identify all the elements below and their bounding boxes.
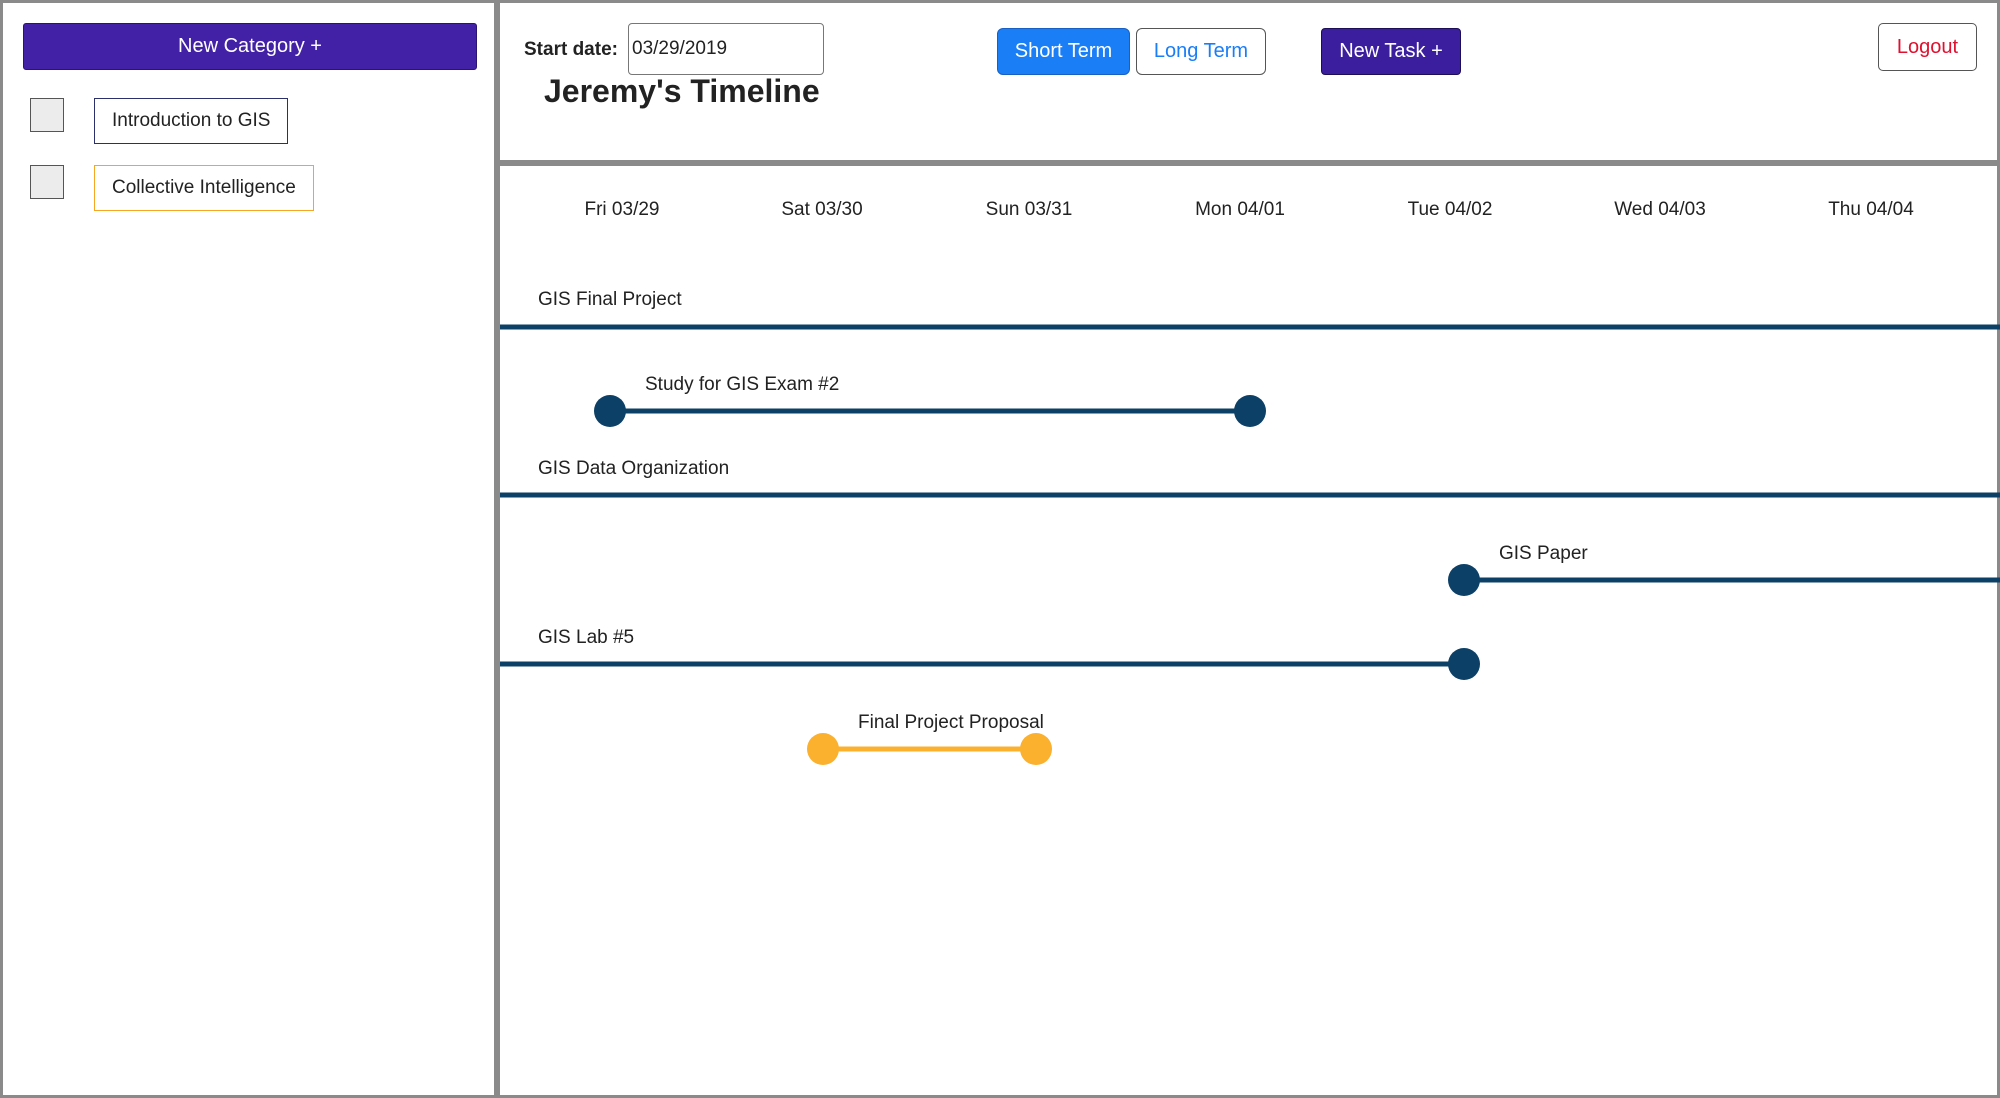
task-start-handle[interactable] <box>594 395 626 427</box>
task-start-handle[interactable] <box>1448 564 1480 596</box>
task-label: Study for GIS Exam #2 <box>645 374 839 395</box>
task-label: GIS Paper <box>1499 543 1588 564</box>
start-date-input[interactable] <box>628 23 824 75</box>
task-label: GIS Final Project <box>538 289 682 310</box>
day-header: Fri 03/29 <box>585 199 660 220</box>
category-label[interactable]: Introduction to GIS <box>94 98 289 144</box>
category-label[interactable]: Collective Intelligence <box>94 165 314 211</box>
day-header: Mon 04/01 <box>1195 199 1285 220</box>
task-study-gis-exam[interactable]: Study for GIS Exam #2 <box>594 374 1266 427</box>
day-header: Thu 04/04 <box>1828 199 1914 220</box>
task-start-handle[interactable] <box>807 733 839 765</box>
category-checkbox[interactable] <box>30 98 64 132</box>
task-gis-final-project[interactable]: GIS Final Project <box>500 289 2000 330</box>
page-title: Jeremy's Timeline <box>544 73 820 109</box>
task-gis-data-organization[interactable]: GIS Data Organization <box>500 458 2000 498</box>
day-header: Sat 03/30 <box>781 199 862 220</box>
new-task-button[interactable]: New Task + <box>1321 28 1461 75</box>
logout-button[interactable]: Logout <box>1878 23 1977 71</box>
task-gis-paper[interactable]: GIS Paper <box>1448 543 2000 596</box>
task-end-handle[interactable] <box>1234 395 1266 427</box>
timeline: Fri 03/29 Sat 03/30 Sun 03/31 Mon 04/01 … <box>500 166 2000 1098</box>
day-header: Wed 04/03 <box>1614 199 1706 220</box>
task-label: GIS Lab #5 <box>538 627 634 648</box>
timeline-canvas: Fri 03/29 Sat 03/30 Sun 03/31 Mon 04/01 … <box>500 199 2000 765</box>
task-label: GIS Data Organization <box>538 458 729 479</box>
category-checkbox[interactable] <box>30 165 64 199</box>
sidebar: New Category + Introduction to GIS Colle… <box>0 0 500 1098</box>
task-label: Final Project Proposal <box>858 712 1044 733</box>
start-date-label: Start date: <box>524 39 618 60</box>
task-end-handle[interactable] <box>1020 733 1052 765</box>
task-end-handle[interactable] <box>1448 648 1480 680</box>
header: Start date: Jeremy's Timeline Short Term… <box>500 0 2000 166</box>
new-category-button[interactable]: New Category + <box>23 23 477 70</box>
long-term-button[interactable]: Long Term <box>1136 28 1266 75</box>
day-header: Sun 03/31 <box>986 199 1073 220</box>
day-headers: Fri 03/29 Sat 03/30 Sun 03/31 Mon 04/01 … <box>585 199 1915 220</box>
short-term-button[interactable]: Short Term <box>997 28 1130 75</box>
day-header: Tue 04/02 <box>1408 199 1493 220</box>
task-gis-lab-5[interactable]: GIS Lab #5 <box>500 627 1480 680</box>
task-final-project-proposal[interactable]: Final Project Proposal <box>807 712 1052 765</box>
